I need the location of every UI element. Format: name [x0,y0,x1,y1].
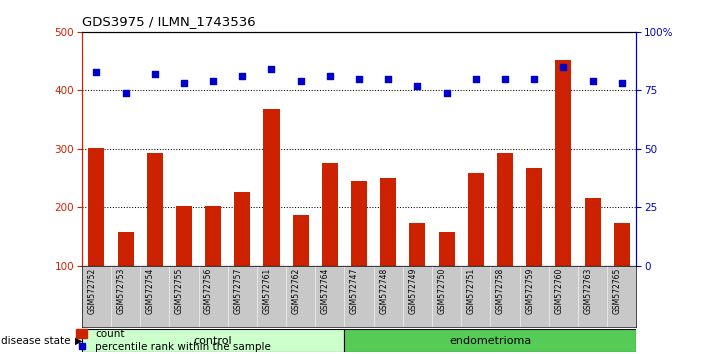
Text: ▶: ▶ [75,336,82,346]
Bar [497,153,513,324]
Text: GSM572751: GSM572751 [467,267,476,314]
Bar [380,178,396,324]
Text: GSM572753: GSM572753 [117,267,126,314]
Bar [526,168,542,324]
Bar [264,109,279,324]
Point [208,78,219,84]
Text: GSM572760: GSM572760 [555,267,563,314]
Bar [117,232,134,324]
Point [587,78,598,84]
Bar [88,148,105,324]
Bar [614,223,630,324]
Text: GSM572762: GSM572762 [292,267,301,314]
Bar [176,206,192,324]
Text: GSM572752: GSM572752 [87,267,97,314]
Point [616,80,627,86]
Point [149,71,161,77]
Bar [555,60,572,324]
Bar [293,215,309,324]
Point [295,78,306,84]
Text: GSM572764: GSM572764 [321,267,330,314]
Text: GSM572755: GSM572755 [175,267,184,314]
Text: disease state: disease state [1,336,70,346]
Text: GSM572761: GSM572761 [262,267,272,314]
Point [120,90,132,96]
Text: GSM572747: GSM572747 [350,267,359,314]
Bar [468,173,483,324]
Point [528,76,540,81]
Point [237,73,248,79]
Bar [351,181,367,324]
Text: GSM572754: GSM572754 [146,267,155,314]
Text: GSM572757: GSM572757 [233,267,242,314]
Point [353,76,365,81]
Point [324,73,336,79]
Text: endometrioma: endometrioma [449,336,532,346]
Text: GSM572765: GSM572765 [613,267,621,314]
Text: control: control [194,336,232,346]
Text: GDS3975 / ILMN_1743536: GDS3975 / ILMN_1743536 [82,15,255,28]
Point [178,80,190,86]
Bar [439,232,454,324]
Bar [235,193,250,324]
Legend: count, percentile rank within the sample: count, percentile rank within the sample [76,329,271,352]
Bar [146,153,163,324]
Point [499,76,510,81]
Text: GSM572758: GSM572758 [496,267,505,314]
Point [557,64,569,70]
Text: GSM572763: GSM572763 [584,267,592,314]
Bar [322,163,338,324]
Text: GSM572748: GSM572748 [379,267,388,314]
Text: GSM572759: GSM572759 [525,267,534,314]
Point [412,83,423,88]
Point [266,67,277,72]
Text: GSM572749: GSM572749 [408,267,417,314]
Bar [410,223,425,324]
Bar [82,329,344,352]
Point [91,69,102,74]
Bar [344,329,636,352]
Point [441,90,452,96]
Text: GSM572750: GSM572750 [437,267,447,314]
Point [383,76,394,81]
Text: GSM572756: GSM572756 [204,267,213,314]
Bar [205,206,221,324]
Point [470,76,481,81]
Bar [584,198,601,324]
